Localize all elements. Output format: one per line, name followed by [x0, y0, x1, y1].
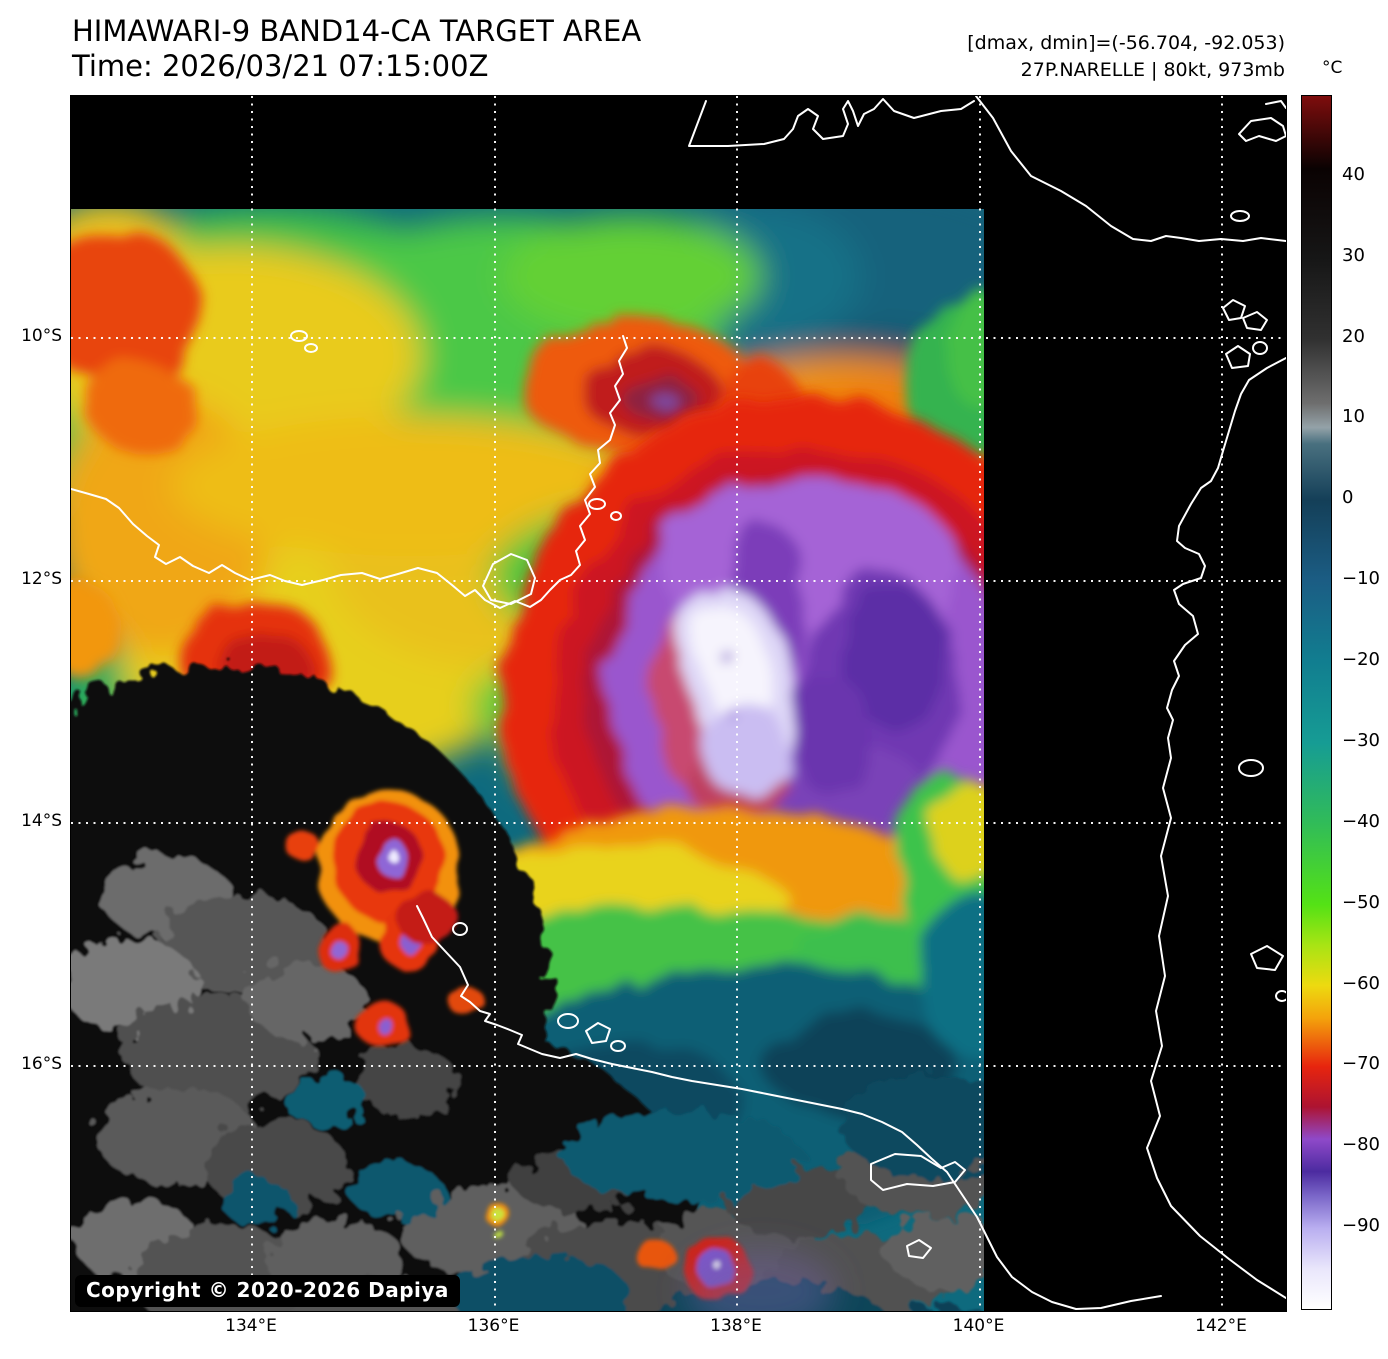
island-east-3: [1275, 990, 1286, 1002]
island-torres-1: [1238, 117, 1286, 142]
page-title: HIMAWARI-9 BAND14-CA TARGET AREA: [72, 14, 642, 48]
coastline-capeyork-west: [975, 96, 1286, 242]
coastline-png-capeyork-north: [688, 98, 975, 147]
island-groote: [482, 553, 536, 605]
colorbar-tick-label: −90: [1342, 1215, 1380, 1237]
island-pellew-2: [585, 1022, 611, 1044]
colorbar-tick-label: 10: [1342, 406, 1365, 428]
colorbar-gradient: [1302, 96, 1331, 1309]
colorbar-tick-label: −20: [1342, 649, 1380, 671]
lon-tick-label: 142°E: [1195, 1316, 1247, 1336]
lat-tick-label: 10°S: [21, 326, 62, 346]
lon-tick-label: 140°E: [952, 1316, 1005, 1336]
island-pair-1a: [1222, 299, 1246, 321]
island-east-1: [1238, 759, 1264, 777]
lat-tick-label: 16°S: [21, 1053, 62, 1074]
gridline-horizontal: [71, 579, 1286, 582]
island-east-2: [1250, 945, 1284, 971]
colorbar-tick-label: −30: [1342, 729, 1380, 751]
island-mornington-s: [906, 1239, 932, 1259]
colorbar-tick-label: −10: [1342, 568, 1380, 590]
lat-tick-label: 14°S: [21, 811, 62, 831]
island-pellew-1: [557, 1013, 579, 1029]
island-groote-ne1: [588, 498, 606, 510]
annotation-block: [dmax, dmin]=(-56.704, -92.053) 27P.NARE…: [967, 30, 1285, 83]
dmax-dmin-annotation: [dmax, dmin]=(-56.704, -92.053): [967, 32, 1285, 54]
colorbar-tick-label: −70: [1342, 1053, 1380, 1075]
satellite-ir-image: [71, 96, 1286, 1311]
ir-field: [71, 209, 984, 1311]
island-arnhem-1: [290, 330, 308, 342]
colorbar: [1301, 95, 1332, 1310]
lat-tick-label: 12°S: [21, 568, 62, 589]
coastline-arnhem: [71, 335, 628, 609]
colorbar-tick-label: 20: [1342, 325, 1365, 347]
gridline-vertical: [1221, 96, 1223, 1311]
gridline-vertical: [736, 96, 738, 1311]
colorbar-tick-label: −40: [1342, 810, 1380, 832]
island-mornington: [870, 1153, 966, 1191]
gridline-vertical: [493, 96, 496, 1311]
gridline-vertical: [978, 96, 981, 1311]
map-plot: Copyright © 2020-2026 Dapiya: [70, 95, 1287, 1312]
gridline-horizontal: [71, 1064, 1286, 1067]
colorbar-tick-label: −50: [1342, 891, 1380, 913]
gridline-horizontal: [71, 337, 1286, 339]
title-block: HIMAWARI-9 BAND14-CA TARGET AREA Time: 2…: [72, 14, 641, 85]
lon-tick-label: 134°E: [225, 1316, 277, 1336]
island-pellew-3: [610, 1040, 626, 1052]
island-small-1: [1230, 210, 1250, 222]
lon-tick-label: 136°E: [467, 1316, 520, 1336]
island-arnhem-2: [304, 343, 318, 353]
storm-info-annotation: 27P.NARELLE | 80kt, 973mb: [1020, 58, 1285, 81]
island-coast-small: [452, 922, 468, 936]
coastline-capeyork-east-gulf: [1146, 357, 1286, 1299]
colorbar-tick-label: −80: [1342, 1134, 1380, 1156]
gridline-horizontal: [71, 822, 1286, 824]
island-pair-2b: [1252, 341, 1268, 355]
island-pair-1b: [1242, 311, 1268, 331]
lon-tick-label: 138°E: [710, 1316, 762, 1336]
colorbar-tick-label: 0: [1342, 487, 1354, 509]
coastline-overlay: [71, 96, 1286, 1310]
copyright-badge: Copyright © 2020-2026 Dapiya: [75, 1275, 460, 1307]
colorbar-tick-label: 40: [1342, 163, 1365, 185]
colorbar-unit-label: °C: [1322, 58, 1343, 78]
island-torres-2: [1265, 100, 1286, 109]
convective-cells: [286, 790, 748, 1302]
gridline-vertical: [251, 96, 253, 1311]
colorbar-tick-label: −60: [1342, 972, 1380, 994]
island-groote-ne2: [610, 511, 622, 521]
colorbar-tick-label: 30: [1342, 244, 1365, 266]
island-pair-2a: [1225, 345, 1251, 369]
timestamp: Time: 2026/03/21 07:15:00Z: [72, 49, 489, 84]
coastline-south-gulf: [416, 905, 1162, 1310]
